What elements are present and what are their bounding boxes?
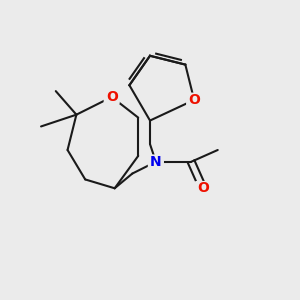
FancyBboxPatch shape [195, 181, 211, 196]
FancyBboxPatch shape [148, 154, 164, 169]
Text: N: N [150, 155, 162, 169]
Text: O: O [188, 93, 200, 107]
Text: O: O [197, 181, 209, 195]
Text: O: O [106, 90, 118, 104]
FancyBboxPatch shape [103, 90, 120, 104]
FancyBboxPatch shape [186, 93, 202, 107]
